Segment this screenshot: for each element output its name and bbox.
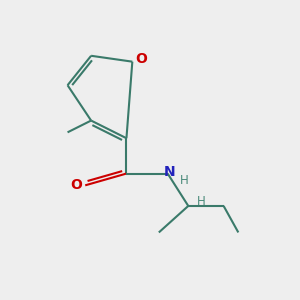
- Text: N: N: [163, 165, 175, 179]
- Text: H: H: [179, 174, 188, 188]
- Text: O: O: [135, 52, 147, 66]
- Text: H: H: [197, 195, 206, 208]
- Text: O: O: [70, 178, 82, 192]
